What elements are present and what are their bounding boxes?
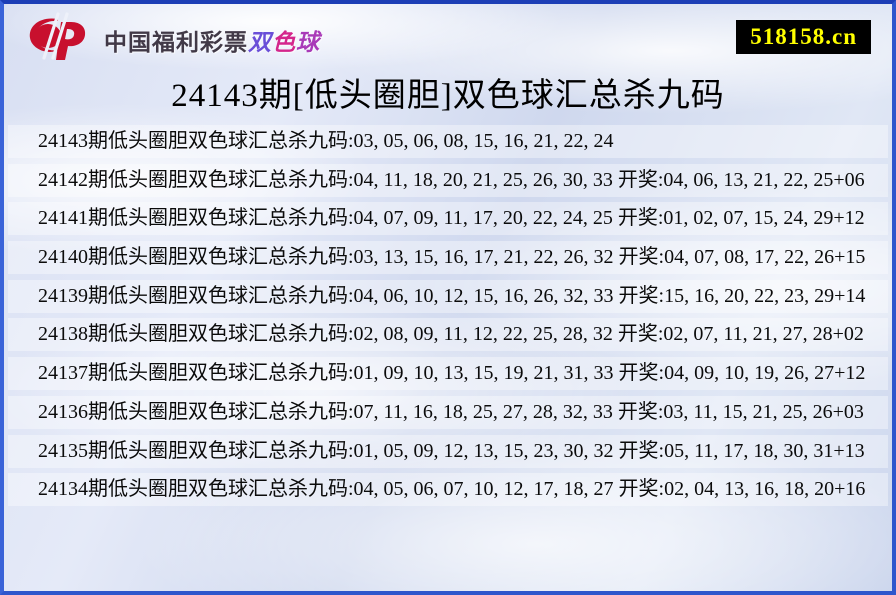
result-row-24139: 24139期低头圈胆双色球汇总杀九码:04, 06, 10, 12, 15, 1…: [8, 279, 888, 313]
brand-title: 中国福利彩票双色球: [104, 23, 320, 57]
result-row-24137: 24137期低头圈胆双色球汇总杀九码:01, 09, 10, 13, 15, 1…: [8, 357, 888, 391]
result-row-24136: 24136期低头圈胆双色球汇总杀九码:07, 11, 16, 18, 25, 2…: [8, 395, 888, 429]
site-domain-badge: 518158.cn: [736, 20, 871, 54]
result-row-24134: 24134期低头圈胆双色球汇总杀九码:04, 05, 06, 07, 10, 1…: [8, 473, 888, 507]
brand-prefix-text: 中国福利彩票: [104, 29, 248, 55]
brand-highlight-char-1: 双: [248, 29, 272, 55]
brand-highlight-char-3: 球: [296, 29, 320, 55]
result-row-24141: 24141期低头圈胆双色球汇总杀九码:04, 07, 09, 11, 17, 2…: [8, 202, 888, 236]
result-row-24140: 24140期低头圈胆双色球汇总杀九码:03, 13, 15, 16, 17, 2…: [8, 241, 888, 275]
site-header: 中国福利彩票双色球 518158.cn: [16, 10, 880, 64]
result-row-24143: 24143期低头圈胆双色球汇总杀九码:03, 05, 06, 08, 15, 1…: [8, 125, 888, 158]
china-welfare-lottery-logo-icon: [24, 12, 94, 62]
brand-highlight-char-2: 色: [272, 29, 296, 55]
result-row-24138: 24138期低头圈胆双色球汇总杀九码:02, 08, 09, 11, 12, 2…: [8, 318, 888, 352]
page-title: 24143期[低头圈胆]双色球汇总杀九码: [171, 78, 725, 114]
results-list: 24143期低头圈胆双色球汇总杀九码:03, 05, 06, 08, 15, 1…: [8, 125, 888, 512]
result-row-24142: 24142期低头圈胆双色球汇总杀九码:04, 11, 18, 20, 21, 2…: [8, 163, 888, 197]
result-row-24135: 24135期低头圈胆双色球汇总杀九码:01, 05, 09, 12, 13, 1…: [8, 434, 888, 468]
